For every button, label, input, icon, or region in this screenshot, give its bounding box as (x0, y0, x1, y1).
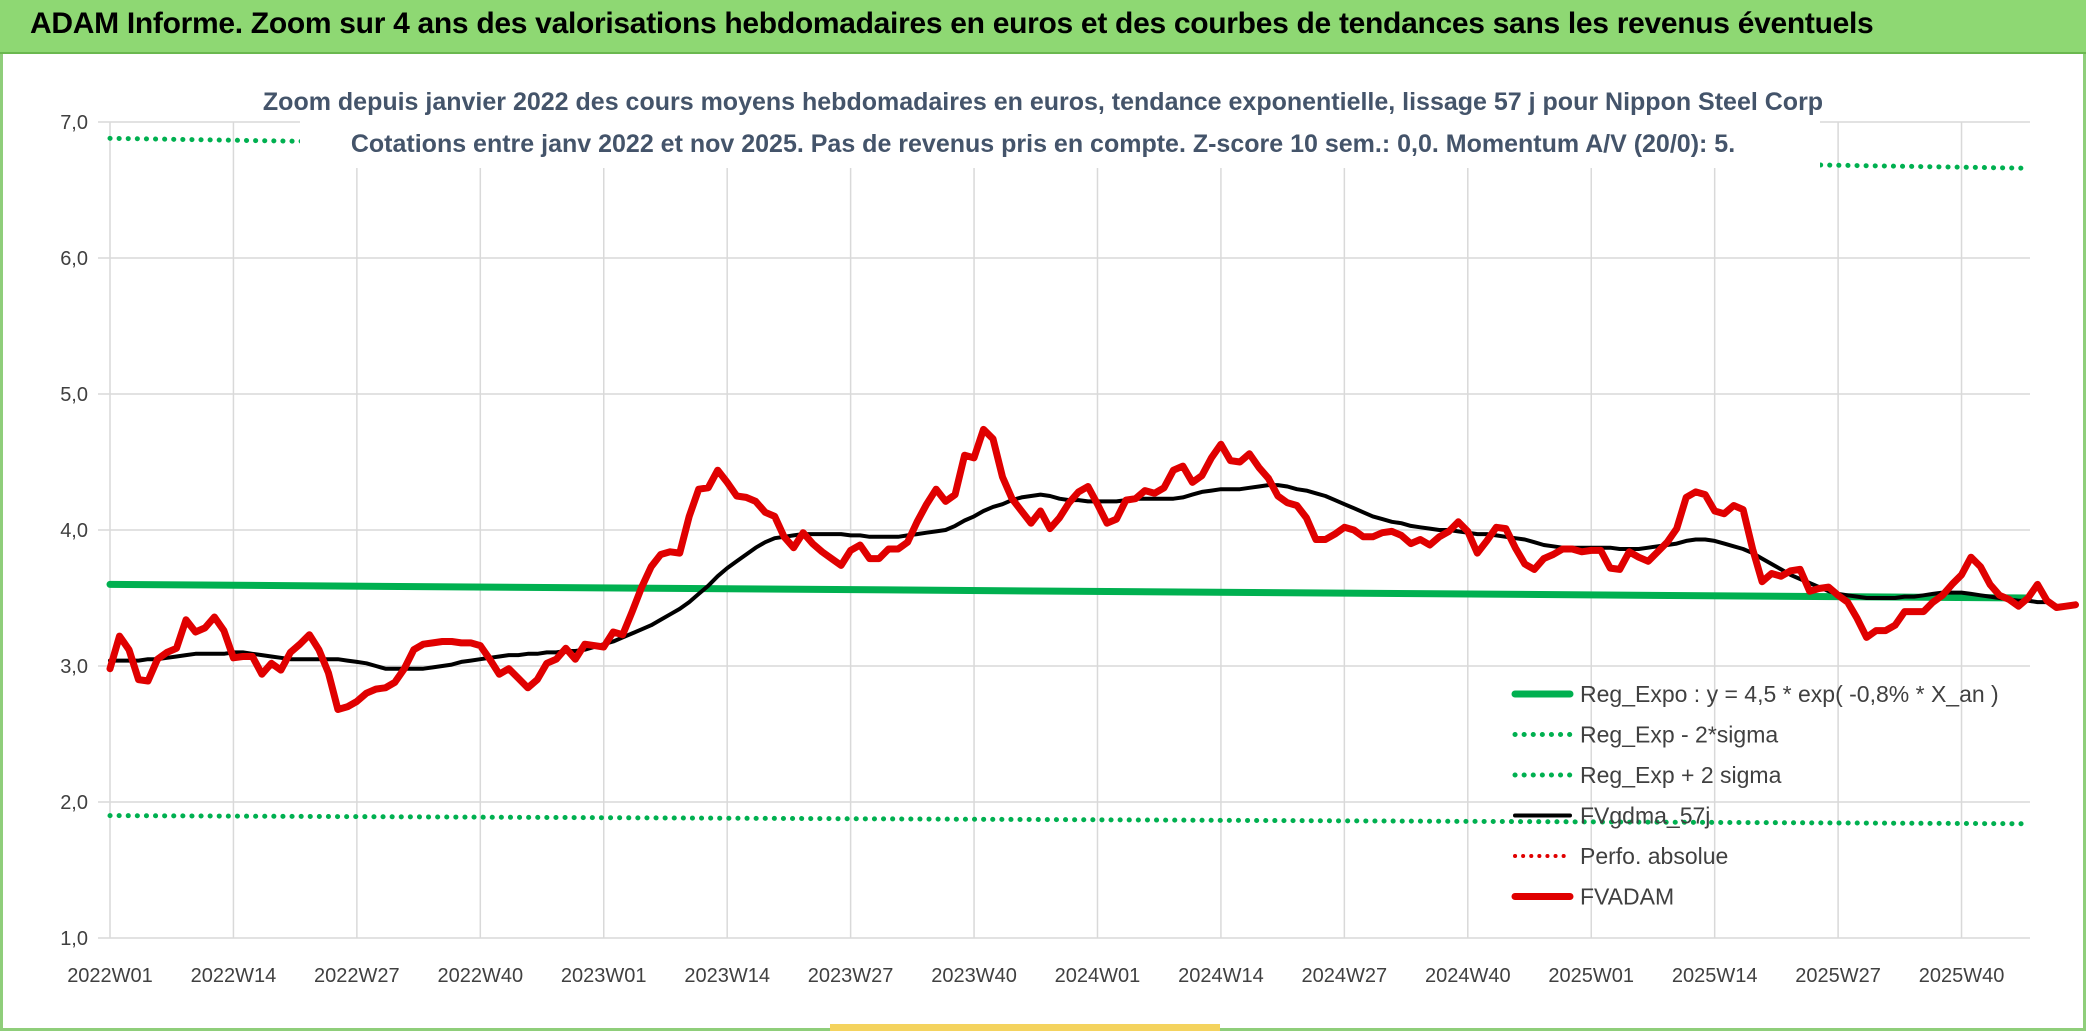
y-tick-label: 7,0 (60, 112, 88, 134)
legend-label: FVgdma_57j (1580, 803, 1710, 829)
x-tick-label: 2025W40 (1919, 965, 2005, 987)
y-tick-label: 2,0 (60, 792, 88, 814)
page-title: ADAM Informe. Zoom sur 4 ans des valoris… (30, 7, 1874, 40)
regression-line (106, 580, 2032, 602)
y-axis-labels: 1,0 2,0 3,0 4,0 5,0 6,0 7,0 (60, 112, 88, 950)
y-tick-label: 3,0 (60, 656, 88, 678)
legend-label: Reg_Exp - 2*sigma (1580, 722, 1778, 748)
header-bar: ADAM Informe. Zoom sur 4 ans des valoris… (0, 0, 2086, 54)
chart-subtitle-2: Cotations entre janv 2022 et nov 2025. P… (351, 130, 1735, 158)
x-tick-label: 2022W27 (314, 965, 400, 987)
fvgdma-line (108, 483, 2049, 671)
x-tick-label: 2024W14 (1178, 965, 1264, 987)
legend: Reg_Expo : y = 4,5 * exp( -0,8% * X_an )… (1511, 681, 1999, 910)
chart-grid (98, 121, 2030, 939)
x-tick-label: 2022W14 (191, 965, 277, 987)
x-tick-label: 2025W27 (1795, 965, 1881, 987)
x-axis-labels: 2022W01 2022W14 2022W27 2022W40 2023W01 2023W… (67, 965, 2004, 987)
legend-label: FVADAM (1580, 884, 1674, 910)
x-tick-label: 2024W01 (1055, 965, 1141, 987)
x-tick-label: 2022W40 (437, 965, 523, 987)
series-lines (106, 425, 2079, 713)
legend-label: Perfo. absolue (1580, 843, 1728, 869)
x-tick-label: 2023W40 (931, 965, 1017, 987)
legend-label: Reg_Expo : y = 4,5 * exp( -0,8% * X_an ) (1580, 681, 1999, 707)
lower-sigma-line (107, 813, 2031, 827)
fvadam-line (106, 425, 2079, 713)
x-tick-label: 2024W27 (1302, 965, 1388, 987)
x-tick-label: 2023W14 (684, 965, 770, 987)
x-tick-label: 2025W14 (1672, 965, 1758, 987)
y-tick-label: 1,0 (60, 928, 88, 950)
subtitle-background (300, 76, 1820, 168)
y-tick-label: 5,0 (60, 384, 88, 406)
bottom-marker (830, 1024, 1220, 1031)
y-tick-label: 4,0 (60, 520, 88, 542)
chart-subtitle-1: Zoom depuis janvier 2022 des cours moyen… (263, 88, 1823, 116)
x-tick-label: 2024W40 (1425, 965, 1511, 987)
legend-label: Reg_Exp + 2 sigma (1580, 762, 1782, 788)
x-tick-label: 2025W01 (1548, 965, 1634, 987)
y-tick-label: 6,0 (60, 248, 88, 270)
x-tick-label: 2023W01 (561, 965, 647, 987)
x-tick-label: 2023W27 (808, 965, 894, 987)
x-tick-label: 2022W01 (67, 965, 153, 987)
